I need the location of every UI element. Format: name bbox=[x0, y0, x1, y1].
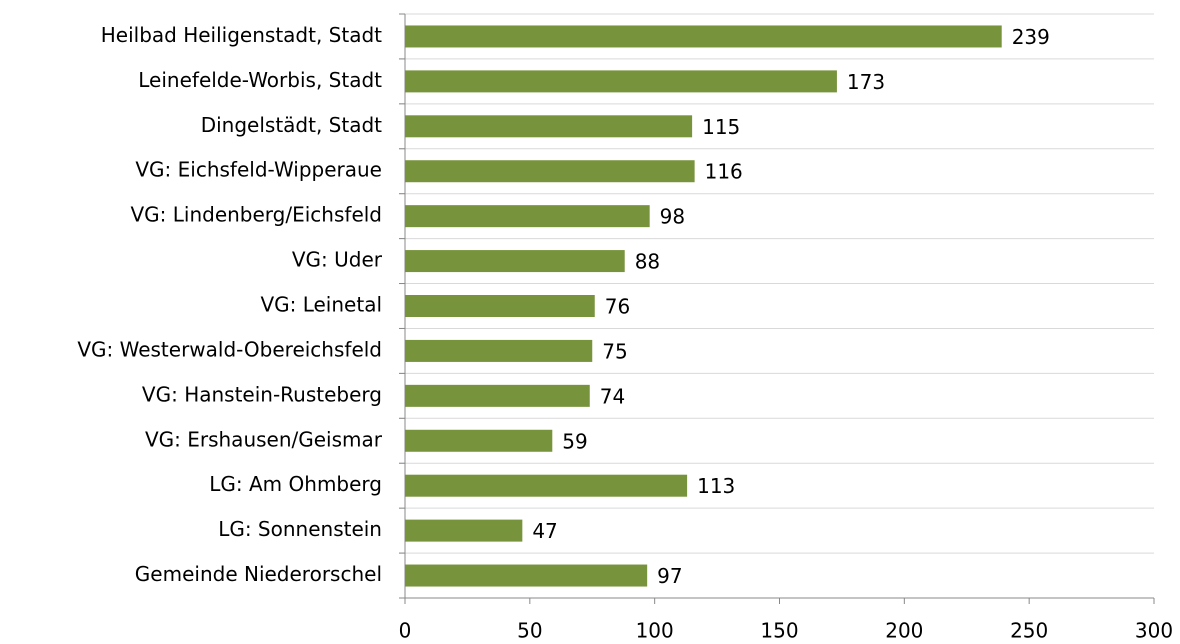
y-tick-label: VG: Hanstein-Rusteberg bbox=[142, 382, 382, 406]
bar bbox=[405, 115, 693, 138]
y-tick-label: Dingelstädt, Stadt bbox=[201, 113, 382, 137]
y-tick-label: VG: Leinetal bbox=[260, 293, 382, 317]
value-label: 75 bbox=[602, 339, 627, 363]
y-tick-label: Leinefelde-Worbis, Stadt bbox=[138, 68, 382, 92]
y-tick-label: Gemeinde Niederorschel bbox=[135, 562, 382, 586]
value-label: 74 bbox=[600, 384, 625, 408]
x-tick-label: 200 bbox=[885, 619, 923, 643]
y-tick-label: LG: Sonnenstein bbox=[218, 517, 382, 541]
value-label: 88 bbox=[635, 250, 660, 274]
bar bbox=[405, 339, 593, 362]
bar bbox=[405, 205, 650, 228]
y-tick-label: VG: Uder bbox=[292, 248, 383, 272]
y-tick-label: VG: Westerwald-Obereichsfeld bbox=[77, 337, 382, 361]
y-tick-label: LG: Am Ohmberg bbox=[209, 472, 382, 496]
x-tick-label: 150 bbox=[760, 619, 798, 643]
y-tick-label: VG: Eichsfeld-Wipperaue bbox=[135, 158, 382, 182]
bar bbox=[405, 295, 595, 317]
bar bbox=[405, 250, 625, 273]
value-label: 239 bbox=[1012, 25, 1050, 49]
value-label: 173 bbox=[847, 70, 885, 94]
bar bbox=[405, 564, 648, 587]
bar bbox=[405, 429, 553, 452]
value-label: 98 bbox=[660, 205, 685, 229]
bar bbox=[405, 519, 523, 542]
value-label: 115 bbox=[702, 115, 740, 139]
y-tick-label: VG: Lindenberg/Eichsfeld bbox=[130, 203, 382, 227]
value-label: 116 bbox=[705, 160, 743, 184]
value-label: 113 bbox=[697, 474, 735, 498]
value-label: 59 bbox=[562, 429, 587, 453]
bar bbox=[405, 474, 688, 497]
x-tick-label: 100 bbox=[636, 619, 674, 643]
value-label: 76 bbox=[605, 295, 630, 319]
y-tick-label: Heilbad Heiligenstadt, Stadt bbox=[101, 23, 382, 47]
x-tick-label: 250 bbox=[1010, 619, 1048, 643]
bar bbox=[405, 70, 837, 93]
value-label: 97 bbox=[657, 564, 682, 588]
bar bbox=[405, 160, 695, 183]
x-tick-label: 0 bbox=[399, 619, 412, 643]
bar bbox=[405, 384, 590, 407]
x-tick-label: 300 bbox=[1135, 619, 1173, 643]
bar bbox=[405, 25, 1002, 48]
y-tick-label: VG: Ershausen/Geismar bbox=[145, 427, 383, 451]
value-label: 47 bbox=[532, 519, 557, 543]
x-tick-label: 50 bbox=[517, 619, 542, 643]
